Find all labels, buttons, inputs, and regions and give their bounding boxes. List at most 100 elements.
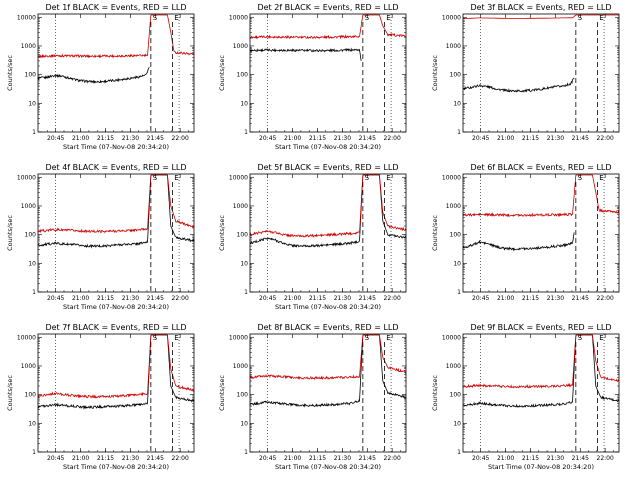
x-tick-label: 21:00	[72, 135, 89, 142]
y-tick-label: 1000	[446, 363, 461, 370]
series-lld-line	[249, 334, 407, 381]
flag-label: S	[578, 14, 583, 22]
y-tick-label: 1000	[233, 363, 248, 370]
plot-frame	[462, 13, 620, 133]
x-tick-label: 21:30	[122, 295, 139, 302]
flag-label: S	[578, 334, 583, 342]
y-tick-label: 1	[244, 289, 248, 296]
x-tick-label: 20:45	[259, 295, 276, 302]
plot-frame	[462, 173, 620, 293]
x-tick-label: 21:45	[147, 455, 164, 462]
y-tick-label: 100	[237, 72, 249, 79]
x-tick-label: 21:30	[547, 135, 564, 142]
panel-title: Det 3f BLACK = Events, RED = LLD	[470, 3, 611, 12]
x-tick-label: 22:00	[384, 295, 401, 302]
panel-6f: Det 6f BLACK = Events, RED = LLD Counts/s…	[431, 163, 620, 302]
flag-label: E	[174, 334, 178, 342]
panel-title: Det 8f BLACK = Events, RED = LLD	[257, 323, 398, 332]
series-events-line	[462, 334, 620, 408]
y-tick-label: 1000	[233, 43, 248, 50]
x-tick-label: 20:45	[472, 295, 489, 302]
x-axis-label: Start Time (07-Nov-08 20:34:20)	[275, 463, 381, 471]
y-tick-label: 1	[244, 129, 248, 136]
series-lld-line	[463, 14, 619, 19]
series-lld-line	[37, 174, 195, 234]
x-tick-label: 21:45	[359, 455, 376, 462]
y-tick-label: 10000	[17, 14, 36, 21]
y-tick-label: 10	[453, 100, 461, 107]
y-tick-label: 100	[450, 232, 462, 239]
y-tick-label: 100	[237, 232, 249, 239]
flag-label: E	[386, 14, 390, 22]
y-tick-label: 10	[240, 260, 248, 267]
x-tick-label: 20:45	[47, 135, 64, 142]
series-events-line	[249, 334, 407, 408]
x-tick-label: 21:30	[334, 455, 351, 462]
y-axis-label: Counts/sec	[218, 55, 226, 91]
series-lld-line	[462, 174, 620, 218]
panel-title: Det 7f BLACK = Events, RED = LLD	[45, 323, 186, 332]
panel-9f: Det 9f BLACK = Events, RED = LLD Counts/s…	[431, 323, 620, 471]
panel-title: Det 6f BLACK = Events, RED = LLD	[470, 163, 611, 172]
x-tick-label: 21:00	[72, 295, 89, 302]
flag-label: E	[174, 14, 178, 22]
x-tick-label: 21:45	[359, 295, 376, 302]
flag-label: S	[578, 174, 583, 182]
flag-label: E	[599, 14, 603, 22]
panel-title: Det 4f BLACK = Events, RED = LLD	[45, 163, 186, 172]
panel-title: Det 1f BLACK = Events, RED = LLD	[45, 3, 186, 12]
x-tick-label: 22:00	[384, 135, 401, 142]
x-tick-label: 21:45	[572, 295, 589, 302]
y-tick-label: 10	[240, 100, 248, 107]
x-axis-label: Start Time (07-Nov-08 20:34:20)	[63, 463, 169, 471]
y-axis-label: Counts/sec	[431, 55, 439, 91]
panel-2f: Det 2f BLACK = Events, RED = LLD Counts/s…	[218, 3, 407, 151]
series-lld-line	[249, 14, 407, 40]
series-lld-line	[37, 14, 195, 59]
y-tick-label: 1	[32, 129, 36, 136]
x-tick-label: 21:15	[97, 455, 114, 462]
flag-label: E	[599, 334, 603, 342]
x-axis-label: Start Time (07-Nov-08 20:34:20)	[63, 143, 169, 151]
x-tick-label: 21:30	[122, 455, 139, 462]
panel-1f: Det 1f BLACK = Events, RED = LLD Counts/s…	[6, 3, 195, 151]
series-lld-line	[249, 174, 407, 238]
plot-frame	[249, 13, 407, 133]
panel-title: Det 9f BLACK = Events, RED = LLD	[470, 323, 611, 332]
x-tick-label: 22:00	[172, 135, 189, 142]
x-tick-label: 22:00	[384, 455, 401, 462]
y-tick-label: 100	[25, 72, 37, 79]
plot-frame	[249, 173, 407, 293]
y-tick-label: 1	[457, 449, 461, 456]
x-tick-label: 21:15	[522, 295, 539, 302]
panel-3f: Det 3f BLACK = Events, RED = LLD Counts/s…	[431, 3, 620, 142]
y-axis-label: Counts/sec	[218, 215, 226, 251]
y-tick-label: 100	[450, 72, 462, 79]
plot-frame	[462, 333, 620, 453]
series-lld-line	[37, 334, 195, 399]
y-axis-label: Counts/sec	[6, 215, 14, 251]
flag-label: S	[153, 334, 158, 342]
x-tick-label: 22:00	[597, 455, 614, 462]
flag-label: S	[153, 174, 158, 182]
x-tick-label: 21:15	[309, 135, 326, 142]
y-tick-label: 10000	[229, 334, 248, 341]
panel-title: Det 2f BLACK = Events, RED = LLD	[257, 3, 398, 12]
x-tick-label: 20:45	[472, 135, 489, 142]
x-tick-label: 21:30	[547, 295, 564, 302]
y-axis-label: Counts/sec	[431, 215, 439, 251]
series-lld-line	[462, 334, 620, 389]
y-axis-label: Counts/sec	[218, 375, 226, 411]
y-axis-label: Counts/sec	[6, 375, 14, 411]
series-events-line	[37, 66, 150, 84]
y-tick-label: 100	[450, 392, 462, 399]
x-tick-label: 20:45	[259, 455, 276, 462]
y-tick-label: 1000	[446, 203, 461, 210]
panel-title: Det 5f BLACK = Events, RED = LLD	[257, 163, 398, 172]
panel-7f: Det 7f BLACK = Events, RED = LLD Counts/s…	[6, 323, 195, 471]
x-tick-label: 21:15	[522, 455, 539, 462]
x-tick-label: 21:30	[547, 455, 564, 462]
x-axis-label: Start Time (07-Nov-08 20:34:20)	[488, 463, 594, 471]
x-axis-label: Start Time (07-Nov-08 20:34:20)	[275, 303, 381, 311]
